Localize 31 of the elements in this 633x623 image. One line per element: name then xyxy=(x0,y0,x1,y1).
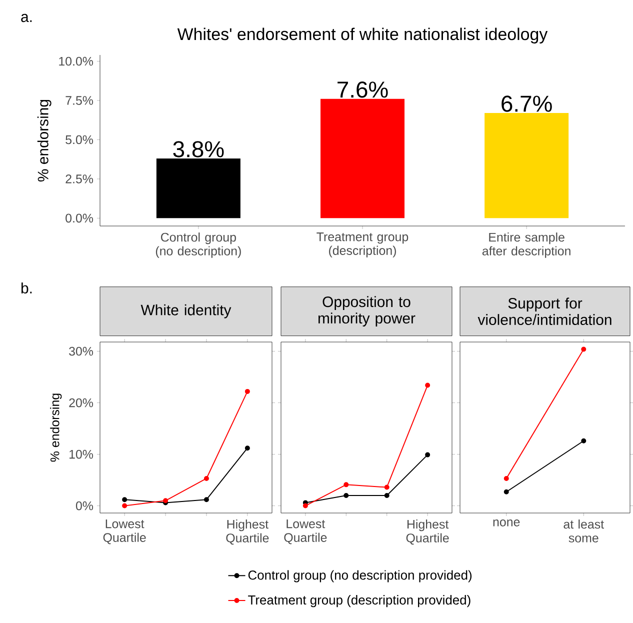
y-tick-label: 0% xyxy=(76,501,94,510)
x-tick-label: at least some xyxy=(564,520,604,542)
y-tick-label: 20% xyxy=(69,398,94,408)
legend-label: Treatment group (description provided) xyxy=(248,595,470,608)
y-tick-label: 5.0% xyxy=(66,135,94,144)
y-tick-label: 0.0% xyxy=(66,214,94,223)
x-tick-label: Entire sample after description xyxy=(482,232,570,258)
data-label: 3.8% xyxy=(173,141,224,158)
x-tick-label: Lowest Quartile xyxy=(284,520,327,544)
chart-title: Opposition to minority power xyxy=(318,296,416,326)
chart-title: Support for violence/intimidation xyxy=(478,298,612,326)
x-tick-label: Lowest Quartile xyxy=(103,520,146,544)
data-label: 6.7% xyxy=(502,96,552,112)
y-tick-label: 10.0% xyxy=(59,56,94,66)
chart-title: Whites' endorsement of white nationalist ideology xyxy=(177,28,548,44)
y-axis-title: % endorsing xyxy=(37,100,52,182)
x-tick-label: Highest Quartile xyxy=(226,520,269,545)
data-label: 7.6% xyxy=(338,81,388,98)
x-tick-label: none xyxy=(493,520,520,526)
text: b. xyxy=(21,282,32,294)
y-tick-label: 10% xyxy=(70,450,94,459)
text: a. xyxy=(21,14,32,22)
y-tick-label: 7.5% xyxy=(66,96,94,105)
x-tick-label: Control group (no description) xyxy=(156,232,241,258)
y-tick-label: 30% xyxy=(69,346,94,356)
y-tick-label: 2.5% xyxy=(66,174,94,184)
legend-label: Control group (no description provided) xyxy=(248,570,472,582)
x-tick-label: Treatment group (description) xyxy=(316,232,408,258)
y-axis-title: % endorsing xyxy=(50,394,62,462)
chart-title: White identity xyxy=(140,304,232,318)
x-tick-label: Highest Quartile xyxy=(406,520,449,545)
